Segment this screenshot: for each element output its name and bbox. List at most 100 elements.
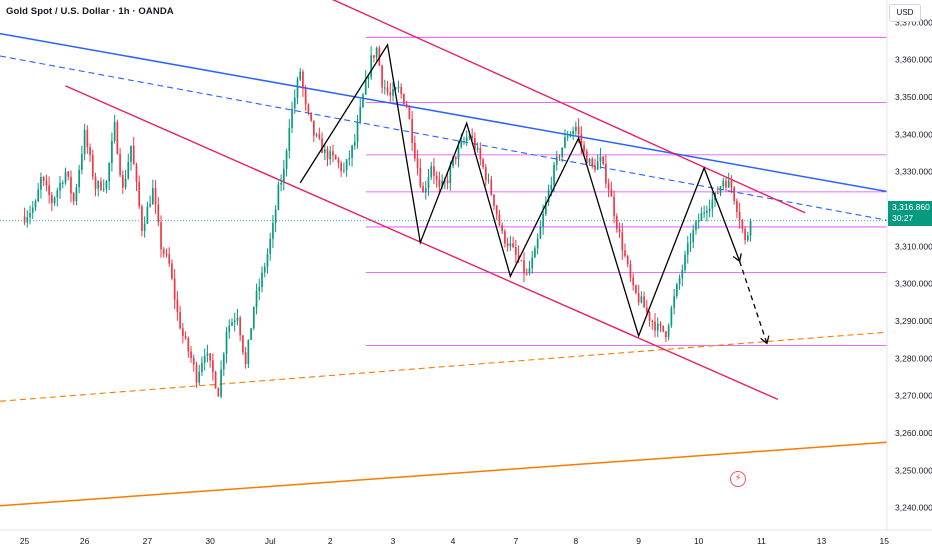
candle-body [465, 137, 468, 142]
candle-body [130, 145, 132, 162]
candle-body [744, 228, 746, 241]
projection-solid-path [299, 42, 741, 338]
price-axis-label: 3,330.000 [895, 167, 932, 177]
currency-button[interactable]: USD [889, 4, 921, 22]
candle-body [665, 331, 667, 338]
candle-body [326, 149, 329, 160]
candle-body [651, 320, 654, 322]
candle-body [454, 156, 457, 160]
candle-body [233, 320, 236, 323]
candle-body [217, 388, 220, 397]
candle-body [75, 187, 78, 202]
candle-body [727, 180, 730, 188]
candle-body [577, 126, 580, 135]
candle-body [124, 178, 127, 188]
candle-body [182, 328, 184, 336]
price-axis-label: 3,350.000 [895, 92, 932, 102]
candle-body [304, 88, 307, 105]
candle-body [662, 325, 665, 332]
trendlines [0, 0, 888, 507]
candle-body [288, 127, 291, 151]
tradingview-logo-icon[interactable]: ⚡ [730, 471, 746, 487]
candle-body [272, 223, 274, 239]
time-axis-label: 30 [205, 536, 215, 546]
candle-body [373, 55, 375, 58]
candle-body [132, 145, 135, 165]
candle-body [637, 292, 640, 303]
trendline [0, 55, 888, 221]
candle-body [299, 71, 302, 80]
candle-body [236, 317, 239, 321]
candle-body [446, 180, 449, 184]
candle-body [738, 211, 741, 221]
candle-body [749, 220, 752, 236]
candle-body [703, 212, 705, 214]
candle-body [247, 339, 250, 365]
time-axis-label: 8 [574, 536, 579, 546]
candle-body [381, 65, 383, 88]
candle-body [250, 328, 252, 340]
candle-body [676, 284, 678, 297]
candle-body [192, 358, 195, 365]
candle-body [575, 126, 577, 131]
candle-body [222, 353, 225, 370]
candle-body [138, 181, 141, 207]
candle-body [198, 371, 201, 383]
candle-body [564, 137, 566, 148]
candle-body [190, 351, 192, 359]
candle-body [157, 204, 160, 223]
candle-body [154, 188, 157, 205]
candle-body [108, 163, 111, 182]
candle-body [269, 238, 272, 254]
candle-body [23, 216, 26, 223]
time-axis-label: 27 [143, 536, 153, 546]
candle-body [673, 296, 675, 308]
candle-body [602, 156, 605, 164]
candle-body [214, 372, 217, 389]
candle-body [64, 171, 67, 183]
candle-body [733, 187, 736, 201]
candle-body [37, 189, 40, 202]
candle-body [520, 260, 523, 262]
time-axis-label: 13 [817, 536, 827, 546]
candle-body [127, 161, 130, 179]
trendline [0, 32, 888, 193]
candle-body [225, 331, 228, 354]
candle-body [348, 157, 351, 160]
candle-body [419, 167, 422, 187]
time-axis-label: 11 [757, 536, 766, 546]
candle-body [91, 155, 94, 177]
price-axis-label: 3,300.000 [895, 279, 932, 289]
candle-body [367, 77, 370, 80]
candle-body [725, 180, 727, 188]
candle-body [31, 207, 34, 213]
candle-body [397, 86, 400, 89]
candle-body [528, 268, 531, 274]
candle-body [61, 182, 64, 184]
candle-body [78, 169, 80, 188]
candle-body [648, 311, 651, 321]
candle-body [209, 353, 211, 361]
candle-body [203, 355, 206, 363]
candle-body [545, 201, 547, 215]
candle-body [403, 94, 405, 105]
candle-body [711, 199, 714, 209]
candle-body [337, 159, 340, 163]
candle-body [212, 360, 214, 373]
candle-body [430, 166, 433, 178]
price-axis: 3,370.000 3,360.000 3,350.000 3,340.000 3,33… [895, 17, 932, 512]
candle-body [474, 138, 476, 150]
candle-body [566, 136, 569, 138]
candle-body [667, 325, 670, 338]
candle-body [171, 263, 173, 279]
candle-body [700, 212, 703, 221]
candle-body [400, 86, 403, 95]
candle-body [457, 146, 460, 160]
candle-body [70, 176, 72, 194]
candle-body [323, 149, 326, 153]
candle-body [220, 369, 222, 397]
candle-body [624, 250, 626, 257]
candle-body [285, 150, 288, 169]
time-axis-label: 26 [80, 536, 90, 546]
